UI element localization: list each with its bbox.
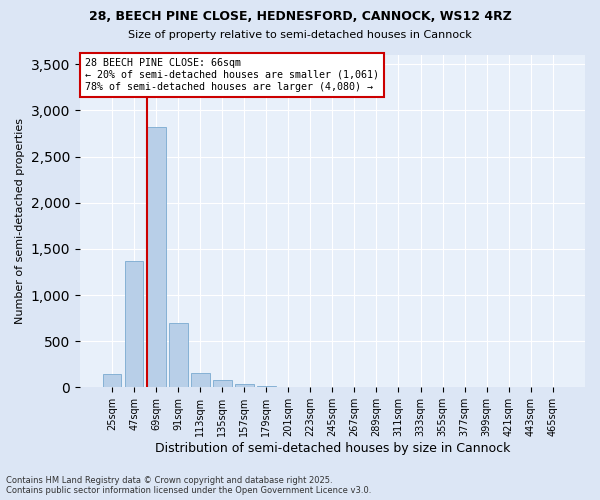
Text: 28, BEECH PINE CLOSE, HEDNESFORD, CANNOCK, WS12 4RZ: 28, BEECH PINE CLOSE, HEDNESFORD, CANNOC… bbox=[89, 10, 511, 23]
Bar bbox=[103, 374, 121, 388]
Bar bbox=[257, 386, 275, 388]
Bar bbox=[125, 261, 143, 388]
Text: 28 BEECH PINE CLOSE: 66sqm
← 20% of semi-detached houses are smaller (1,061)
78%: 28 BEECH PINE CLOSE: 66sqm ← 20% of semi… bbox=[85, 58, 379, 92]
Bar bbox=[169, 322, 188, 388]
Bar bbox=[147, 127, 166, 388]
Y-axis label: Number of semi-detached properties: Number of semi-detached properties bbox=[15, 118, 25, 324]
Bar bbox=[235, 384, 254, 388]
Text: Size of property relative to semi-detached houses in Cannock: Size of property relative to semi-detach… bbox=[128, 30, 472, 40]
Bar bbox=[191, 373, 209, 388]
Bar bbox=[213, 380, 232, 388]
X-axis label: Distribution of semi-detached houses by size in Cannock: Distribution of semi-detached houses by … bbox=[155, 442, 510, 455]
Text: Contains HM Land Registry data © Crown copyright and database right 2025.
Contai: Contains HM Land Registry data © Crown c… bbox=[6, 476, 371, 495]
